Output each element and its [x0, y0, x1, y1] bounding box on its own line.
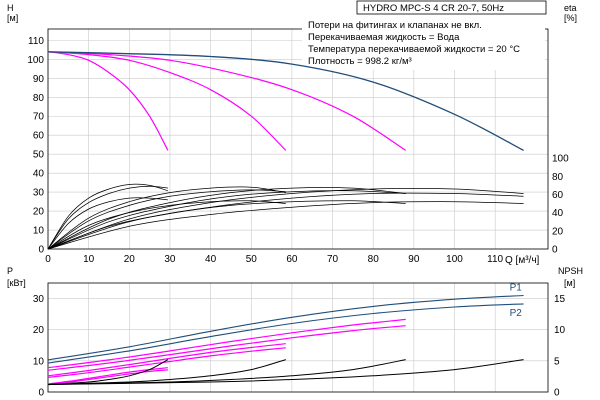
head-axis-title: H — [7, 3, 14, 13]
flow-tick-10: 100 — [446, 254, 463, 265]
head-tick-0: 0 — [38, 245, 44, 256]
head-tick-6: 60 — [33, 131, 45, 142]
series-label-p1: P1 — [510, 282, 523, 293]
power-p_total-curve-0 — [47, 294, 524, 361]
head-tick-11: 110 — [28, 36, 44, 47]
npsh-axis-title: NPSH — [558, 266, 583, 276]
eta-tick-0: 0 — [552, 245, 558, 256]
note-temperature: Температура перекачиваемой жидкости = 20… — [308, 44, 520, 55]
power-pump-curve-3 — [47, 325, 406, 371]
head-tick-10: 100 — [27, 55, 44, 66]
head-pump-curve-0 — [47, 51, 169, 151]
power-curves: P1 P2 — [47, 282, 524, 386]
flow-axis-title: Q [м³/ч] — [505, 255, 540, 266]
series-label-p2: P2 — [510, 308, 523, 319]
flow-tick-6: 60 — [286, 254, 298, 265]
power-pump-curve-4 — [47, 343, 286, 377]
npsh-tick-0: 0 — [554, 388, 560, 399]
eta-axis-unit: [%] — [564, 13, 577, 23]
npsh-tick-2: 10 — [554, 325, 566, 336]
power-axis-title: P — [7, 266, 13, 276]
eta-tick-2: 40 — [552, 208, 564, 219]
npsh-tick-3: 15 — [554, 294, 566, 305]
power-axis-unit: [кВт] — [7, 278, 26, 288]
head-axis-unit: [м] — [7, 13, 18, 23]
eta-tick-5: 100 — [552, 154, 569, 165]
head-eta-curve-5 — [47, 185, 168, 250]
eta-axis-title: eta — [564, 3, 577, 13]
flow-tick-5: 50 — [246, 254, 258, 265]
chart-title: HYDRO MPC-S 4 CR 20-7, 50Hz — [363, 3, 504, 14]
power-pump-curve-5 — [47, 347, 286, 378]
head-eta-curve-14 — [47, 192, 524, 250]
head-system-curve-3 — [47, 51, 524, 151]
power-plot-frame — [47, 282, 549, 393]
power-npsh-curve-8 — [47, 359, 169, 385]
head-eta-curve-7 — [47, 186, 286, 250]
note-density: Плотность = 998.2 кг/м³ — [308, 56, 412, 67]
head-pump-curve-2 — [47, 51, 407, 151]
flow-tick-8: 80 — [368, 254, 380, 265]
flow-tick-7: 70 — [327, 254, 339, 265]
power-tick-1: 10 — [33, 356, 45, 367]
notes-background — [302, 16, 545, 70]
head-plot-frame — [47, 28, 549, 250]
head-eta-curve-12 — [47, 200, 406, 250]
head-tick-5: 50 — [33, 150, 45, 161]
power-p_total-curve-1 — [47, 303, 524, 364]
power-panel: P [кВт] NPSH [м] P1 P2 0 10 20 30 0 5 10 15 — [7, 266, 583, 399]
flow-tick-1: 10 — [83, 254, 95, 265]
head-tick-labels: 0 10 20 30 40 50 60 70 80 90 100 110 0 10 20 30 40 50 60 70… — [27, 36, 569, 265]
head-panel: H [м] eta [%] Q [м³/ч] HYDRO MPC-S 4 CR … — [7, 0, 577, 266]
note-fittings: Потери на фитингах и клапанах не вкл. — [308, 20, 482, 31]
head-eta-curve-8 — [47, 189, 286, 250]
head-tick-2: 20 — [33, 207, 45, 218]
head-tick-3: 30 — [33, 188, 45, 199]
power-npsh-curve-9 — [47, 359, 286, 385]
eta-tick-1: 20 — [552, 226, 564, 237]
head-tick-4: 40 — [33, 169, 45, 180]
eta-tick-3: 60 — [552, 190, 564, 201]
head-eta-curve-11 — [47, 190, 406, 250]
chart-title-box — [356, 0, 547, 15]
flow-tick-3: 30 — [164, 254, 176, 265]
head-tick-1: 10 — [33, 226, 45, 237]
note-liquid: Перекачиваемая жидкость = Вода — [308, 32, 460, 43]
head-eta-curve-9 — [47, 200, 286, 250]
head-eta-curve-4 — [47, 183, 169, 250]
power-npsh-curve-11 — [47, 359, 524, 385]
flow-tick-11: 110 — [487, 254, 503, 265]
head-tick-9: 90 — [33, 74, 45, 85]
head-tick-7: 70 — [33, 112, 45, 123]
power-tick-3: 30 — [33, 294, 45, 305]
power-tick-2: 20 — [33, 325, 45, 336]
npsh-tick-1: 5 — [554, 356, 560, 367]
eta-tick-4: 80 — [552, 172, 564, 183]
power-tick-labels: 0 10 20 30 0 5 10 15 — [33, 294, 566, 398]
flow-tick-4: 40 — [205, 254, 217, 265]
head-eta-curve-10 — [47, 187, 406, 250]
head-eta-curve-13 — [47, 188, 524, 250]
power-tick-0: 0 — [38, 388, 44, 399]
head-eta-curve-6 — [47, 197, 168, 250]
head-tick-8: 80 — [33, 93, 45, 104]
flow-tick-0: 0 — [45, 254, 51, 265]
power-pump-curve-7 — [47, 369, 168, 386]
npsh-axis-unit: [м] — [564, 278, 575, 288]
power-pump-curve-2 — [47, 318, 406, 369]
head-pump-curve-1 — [47, 51, 287, 151]
head-curves — [47, 51, 524, 250]
flow-tick-2: 20 — [124, 254, 136, 265]
head-eta-curve-15 — [47, 201, 524, 250]
flow-tick-9: 90 — [408, 254, 420, 265]
